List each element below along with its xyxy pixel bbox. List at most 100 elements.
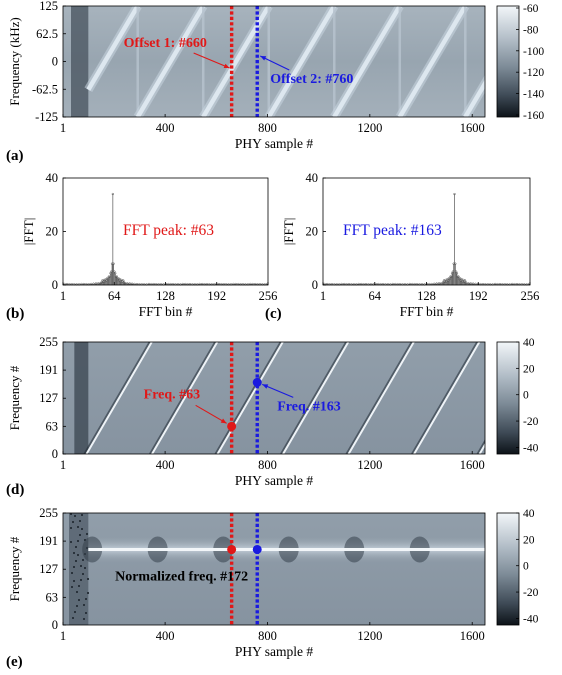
y-axis-title: Frequency # xyxy=(7,536,22,601)
noise-speck xyxy=(82,573,84,575)
fft-stem-head xyxy=(453,192,456,196)
fft-peak-annotation: FFT peak: #163 xyxy=(343,222,442,239)
colorbar xyxy=(496,5,520,118)
diagonal-shadow xyxy=(214,342,282,454)
noise-speck xyxy=(72,617,74,619)
heatmap-background xyxy=(63,342,485,454)
panel-label: (c) xyxy=(265,306,282,322)
colorbar-tick-label: -80 xyxy=(523,24,539,36)
noise-speck xyxy=(87,578,89,580)
noise-band xyxy=(69,513,89,625)
diagonal-shadow xyxy=(149,342,217,454)
diagonal-shadow xyxy=(83,342,151,454)
chart-fft-b: 1 64 128 192 256 0 20 40 FFT bin # |FFT| FFT peak:… xyxy=(21,171,277,319)
noise-speck xyxy=(70,541,72,543)
panel-label: (b) xyxy=(6,306,24,322)
x-tick-label: 1600 xyxy=(460,121,485,135)
x-tick-label: 1200 xyxy=(357,629,382,643)
annotation-arrow xyxy=(262,383,294,398)
y-tick-label: 255 xyxy=(39,506,58,520)
noise-speck xyxy=(80,565,82,567)
chart-fft-c: 1 64 128 192 256 0 20 40 FFT bin # |FFT| FFT peak:… xyxy=(281,171,539,319)
annotation-arrowhead xyxy=(220,418,227,424)
freq-163-label: Freq. #163 xyxy=(277,399,341,414)
noise-speck xyxy=(73,580,75,582)
noise-speck xyxy=(77,540,79,542)
fft-stem-head xyxy=(469,282,472,285)
frequency-point xyxy=(252,377,262,387)
chirp-line xyxy=(135,6,206,117)
fft-stem-head xyxy=(126,282,129,285)
noise-speck xyxy=(81,514,83,516)
noise-speck xyxy=(73,566,75,568)
noise-speck xyxy=(79,534,81,536)
x-tick-label: 128 xyxy=(417,289,436,303)
noise-speck xyxy=(77,554,79,556)
noise-speck xyxy=(79,520,81,522)
fft-peak-annotation: FFT peak: #63 xyxy=(123,222,214,239)
fft-stem-head xyxy=(455,272,459,275)
colorbar-tick-label: 0 xyxy=(523,561,529,573)
noise-speck xyxy=(85,612,87,614)
noise-speck xyxy=(72,521,74,523)
colorbar-tick-label: -40 xyxy=(523,613,539,625)
y-tick-label: 40 xyxy=(306,171,319,185)
chirp-series xyxy=(84,6,485,117)
annotation-arrowhead xyxy=(260,56,267,61)
fft-stem-head xyxy=(457,275,460,278)
diagonal-line xyxy=(413,342,481,454)
x-tick-label: 1 xyxy=(60,629,66,643)
fft-stem-head xyxy=(454,262,457,265)
y-tick-label: 191 xyxy=(39,534,58,548)
colorbar xyxy=(496,341,520,455)
x-axis-title: FFT bin # xyxy=(139,304,193,319)
noise-speck xyxy=(75,546,77,548)
x-tick-label: 800 xyxy=(258,458,277,472)
x-tick-label: 1 xyxy=(60,458,66,472)
y-axis-title: |FFT| xyxy=(281,218,296,246)
colorbar-tick-label: -20 xyxy=(523,587,539,599)
frequency-point xyxy=(227,421,237,431)
offset-1-label: Offset 1: #660 xyxy=(124,36,207,51)
fft-stem-head xyxy=(117,277,120,280)
colorbar-tick-label: -120 xyxy=(523,67,544,79)
fft-stem-head xyxy=(463,279,467,282)
diagonal-shadow xyxy=(543,342,562,454)
freq-63-label: Freq. #63 xyxy=(144,387,201,402)
fft-stem-head xyxy=(123,281,127,285)
colorbar-tick-label: -40 xyxy=(523,442,539,454)
x-tick-label: 400 xyxy=(156,629,175,643)
x-tick-label: 1600 xyxy=(460,458,485,472)
noise-speck xyxy=(84,567,86,569)
noise-speck xyxy=(75,560,77,562)
fft-stem-head xyxy=(459,277,462,280)
colorbar-tick-label: -140 xyxy=(523,89,544,101)
y-tick-label: -125 xyxy=(35,110,58,124)
noise-speck xyxy=(85,598,87,600)
noise-speck xyxy=(78,585,80,587)
chirp-line xyxy=(332,6,402,117)
colorbar-tick-label: 40 xyxy=(523,508,535,520)
chirp-line xyxy=(266,6,337,117)
x-tick-label: 800 xyxy=(258,121,277,135)
y-axis-title: Frequency # xyxy=(7,365,22,430)
y-tick-label: 20 xyxy=(46,225,59,239)
x-tick-label: 1 xyxy=(60,121,66,135)
diagonal-line xyxy=(347,342,415,454)
x-axis-title: PHY sample # xyxy=(235,473,313,488)
y-tick-label: 0 xyxy=(52,618,58,632)
noise-speck xyxy=(78,599,80,601)
fft-stem-head xyxy=(472,282,475,285)
colorbar-tick-label: 20 xyxy=(523,534,535,546)
y-tick-label: 20 xyxy=(306,225,319,239)
panel-label: (e) xyxy=(6,654,23,670)
noise-band xyxy=(74,342,89,454)
chirp-line xyxy=(463,79,485,117)
noise-speck xyxy=(70,527,72,529)
noise-speck xyxy=(76,591,78,593)
fft-stem-head xyxy=(464,281,468,284)
frequency-point xyxy=(227,544,237,554)
colorbar-tick-label: -100 xyxy=(523,46,544,58)
fft-stem-head xyxy=(114,272,117,275)
